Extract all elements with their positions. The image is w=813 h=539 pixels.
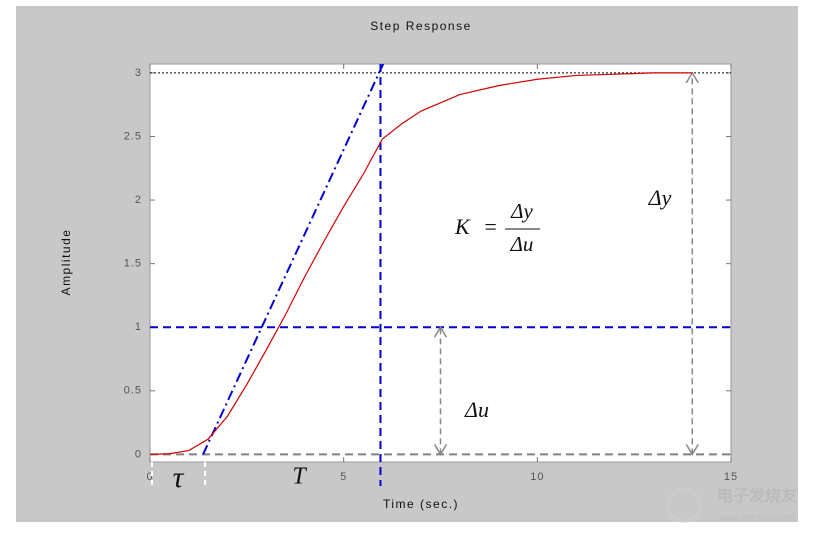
watermark-url: www.elecfans.com	[719, 512, 795, 522]
y-tick-label: 1.5	[124, 258, 142, 270]
plot-area	[149, 63, 732, 463]
watermark-logo	[666, 487, 702, 523]
annotation: =	[483, 214, 498, 239]
annotation: Δy	[648, 185, 672, 210]
y-tick-label: 1	[135, 321, 142, 333]
watermark: 电子发烧友	[717, 486, 798, 505]
y-tick-label: 2.5	[124, 130, 142, 142]
arrow-head	[433, 325, 448, 456]
y-axis-label: Amplitude	[59, 229, 73, 296]
annotation: K	[454, 214, 471, 239]
annotation: Δu	[464, 397, 489, 422]
annotation: T	[292, 464, 307, 490]
chart-title: Step Response	[370, 19, 472, 33]
x-tick-label: 5	[340, 471, 347, 483]
x-axis-label: Time (sec.)	[383, 497, 459, 511]
x-tick-label: 10	[530, 471, 544, 483]
annotation: Δu	[510, 232, 534, 256]
y-tick-label: 0	[135, 448, 142, 460]
x-tick-label: 15	[724, 471, 738, 483]
y-tick-label: 3	[135, 67, 142, 79]
y-tick-label: 2	[135, 194, 142, 206]
x-tick-label: 0	[146, 471, 153, 483]
annotation: Δy	[510, 199, 533, 223]
annotation: τ	[173, 461, 185, 494]
response-curve	[149, 72, 693, 455]
arrow-head	[685, 71, 699, 456]
tangent-line	[202, 63, 385, 455]
y-tick-label: 0.5	[124, 385, 142, 397]
